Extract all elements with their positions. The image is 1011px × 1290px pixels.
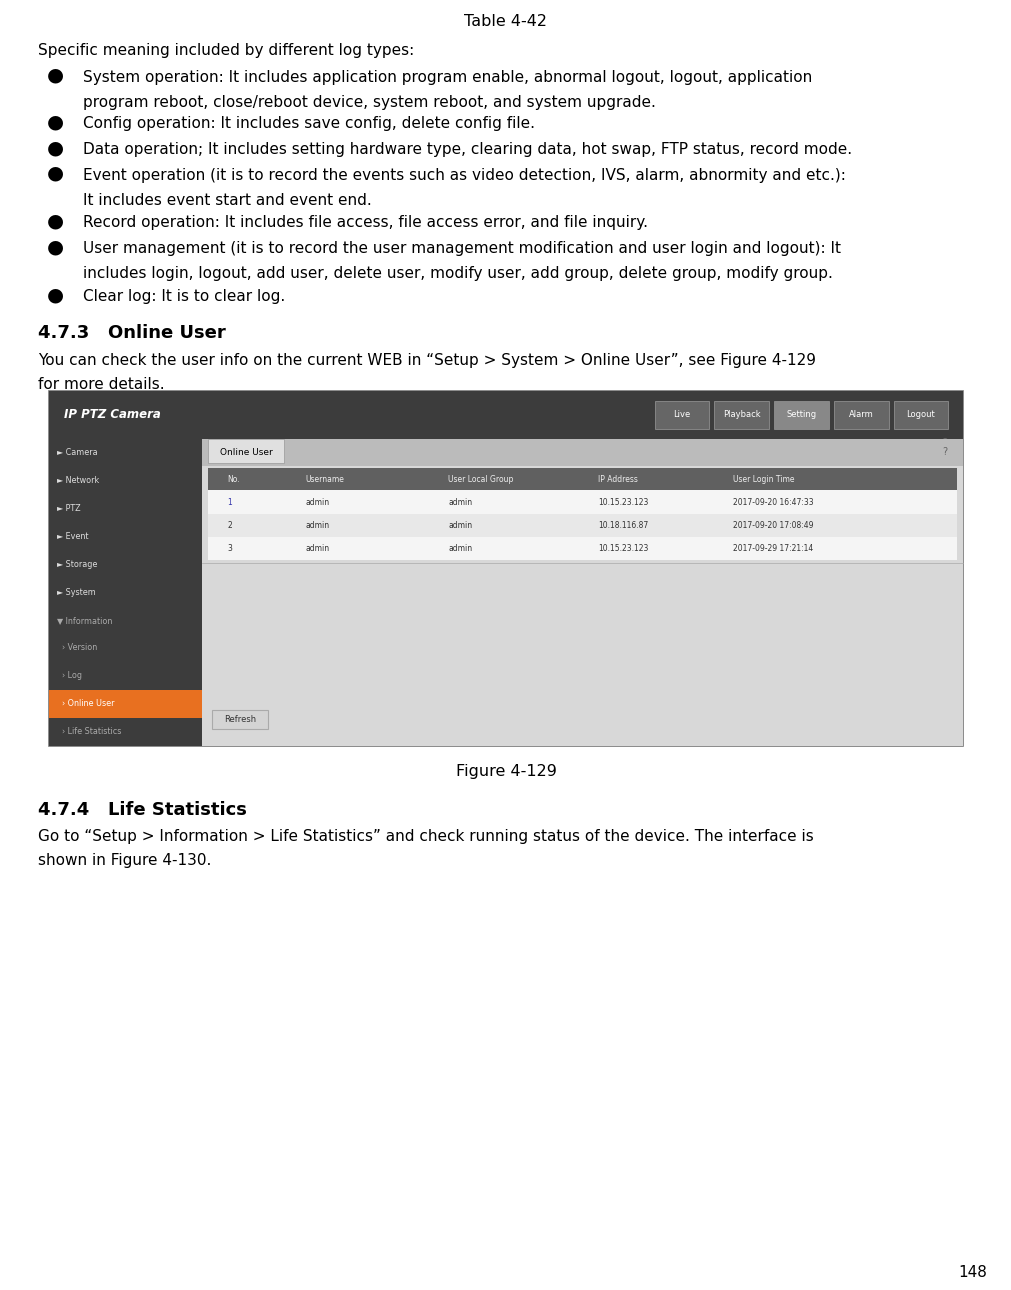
Text: 4.7.4   Life Statistics: 4.7.4 Life Statistics (38, 801, 247, 819)
Text: ●: ● (48, 138, 64, 157)
Text: › Log: › Log (57, 671, 82, 680)
Text: program reboot, close/reboot device, system reboot, and system upgrade.: program reboot, close/reboot device, sys… (83, 95, 655, 110)
Text: 2017-09-20 16:47:33: 2017-09-20 16:47:33 (732, 498, 813, 507)
Text: System operation: It includes application program enable, abnormal logout, logou: System operation: It includes applicatio… (83, 70, 812, 85)
Text: admin: admin (305, 521, 330, 530)
Text: › Online User: › Online User (57, 699, 114, 708)
Text: ► Storage: ► Storage (57, 560, 97, 569)
Text: 2017-09-29 17:21:14: 2017-09-29 17:21:14 (732, 544, 812, 553)
Text: includes login, logout, add user, delete user, modify user, add group, delete gr: includes login, logout, add user, delete… (83, 267, 832, 281)
FancyBboxPatch shape (208, 468, 956, 490)
Text: User Login Time: User Login Time (732, 475, 794, 484)
FancyBboxPatch shape (654, 401, 709, 428)
Text: Refresh: Refresh (223, 715, 256, 724)
Text: IP PTZ Camera: IP PTZ Camera (64, 409, 161, 422)
Text: 10.18.116.87: 10.18.116.87 (598, 521, 647, 530)
FancyBboxPatch shape (49, 439, 202, 746)
Text: ●: ● (48, 112, 64, 132)
Text: ► PTZ: ► PTZ (57, 504, 80, 513)
Text: Table 4-42: Table 4-42 (464, 13, 547, 28)
FancyBboxPatch shape (893, 401, 947, 428)
Text: Record operation: It includes file access, file access error, and file inquiry.: Record operation: It includes file acces… (83, 215, 647, 231)
Text: 4.7.3   Online User: 4.7.3 Online User (38, 324, 226, 342)
Text: Data operation; It includes setting hardware type, clearing data, hot swap, FTP : Data operation; It includes setting hard… (83, 142, 851, 157)
Text: 2017-09-20 17:08:49: 2017-09-20 17:08:49 (732, 521, 813, 530)
Text: Live: Live (672, 410, 691, 419)
Text: admin: admin (305, 498, 330, 507)
FancyBboxPatch shape (208, 513, 956, 537)
Text: IP Address: IP Address (598, 475, 637, 484)
Text: ●: ● (48, 66, 64, 85)
Text: 10.15.23.123: 10.15.23.123 (598, 544, 648, 553)
Text: Username: Username (305, 475, 345, 484)
FancyBboxPatch shape (208, 490, 956, 513)
Text: admin: admin (448, 498, 472, 507)
Text: shown in Figure 4-130.: shown in Figure 4-130. (38, 853, 211, 868)
Text: Alarm: Alarm (848, 410, 872, 419)
Text: ●: ● (48, 212, 64, 231)
Text: admin: admin (305, 544, 330, 553)
FancyBboxPatch shape (49, 690, 202, 717)
Text: ●: ● (48, 164, 64, 183)
Text: 2: 2 (226, 521, 232, 530)
Text: ●: ● (48, 237, 64, 257)
Text: Figure 4-129: Figure 4-129 (455, 764, 556, 779)
Text: Go to “Setup > Information > Life Statistics” and check running status of the de: Go to “Setup > Information > Life Statis… (38, 829, 814, 845)
Text: Playback: Playback (722, 410, 760, 419)
FancyBboxPatch shape (212, 711, 268, 729)
Text: Event operation (it is to record the events such as video detection, IVS, alarm,: Event operation (it is to record the eve… (83, 168, 845, 183)
Text: User management (it is to record the user management modification and user login: User management (it is to record the use… (83, 241, 840, 257)
FancyBboxPatch shape (49, 391, 962, 439)
FancyBboxPatch shape (208, 440, 284, 463)
Text: admin: admin (448, 544, 472, 553)
Text: 10.15.23.123: 10.15.23.123 (598, 498, 648, 507)
Text: ●: ● (48, 285, 64, 304)
FancyBboxPatch shape (833, 401, 888, 428)
Text: ► Network: ► Network (57, 476, 99, 485)
FancyBboxPatch shape (49, 391, 962, 746)
Text: No.: No. (226, 475, 240, 484)
FancyBboxPatch shape (714, 401, 768, 428)
Text: for more details.: for more details. (38, 377, 165, 392)
Text: Logout: Logout (906, 410, 934, 419)
FancyBboxPatch shape (202, 439, 962, 746)
Text: Config operation: It includes save config, delete config file.: Config operation: It includes save confi… (83, 116, 535, 132)
Text: › Version: › Version (57, 644, 97, 653)
Text: › Life Statistics: › Life Statistics (57, 728, 121, 737)
FancyBboxPatch shape (773, 401, 828, 428)
Text: ► Camera: ► Camera (57, 448, 97, 457)
Text: Setting: Setting (786, 410, 816, 419)
Text: Online User: Online User (219, 448, 272, 457)
Text: 1: 1 (226, 498, 232, 507)
Text: Specific meaning included by different log types:: Specific meaning included by different l… (38, 43, 415, 58)
Text: ▼ Information: ▼ Information (57, 615, 112, 624)
FancyBboxPatch shape (208, 537, 956, 560)
Text: 3: 3 (226, 544, 232, 553)
FancyBboxPatch shape (202, 439, 962, 466)
Text: ► System: ► System (57, 588, 95, 597)
Text: admin: admin (448, 521, 472, 530)
Text: User Local Group: User Local Group (448, 475, 513, 484)
Text: It includes event start and event end.: It includes event start and event end. (83, 194, 371, 208)
Text: ► Event: ► Event (57, 531, 88, 541)
Text: 148: 148 (956, 1264, 986, 1280)
Circle shape (934, 440, 954, 466)
Text: Clear log: It is to clear log.: Clear log: It is to clear log. (83, 289, 285, 304)
Text: ?: ? (941, 448, 947, 457)
Text: You can check the user info on the current WEB in “Setup > System > Online User”: You can check the user info on the curre… (38, 353, 816, 369)
